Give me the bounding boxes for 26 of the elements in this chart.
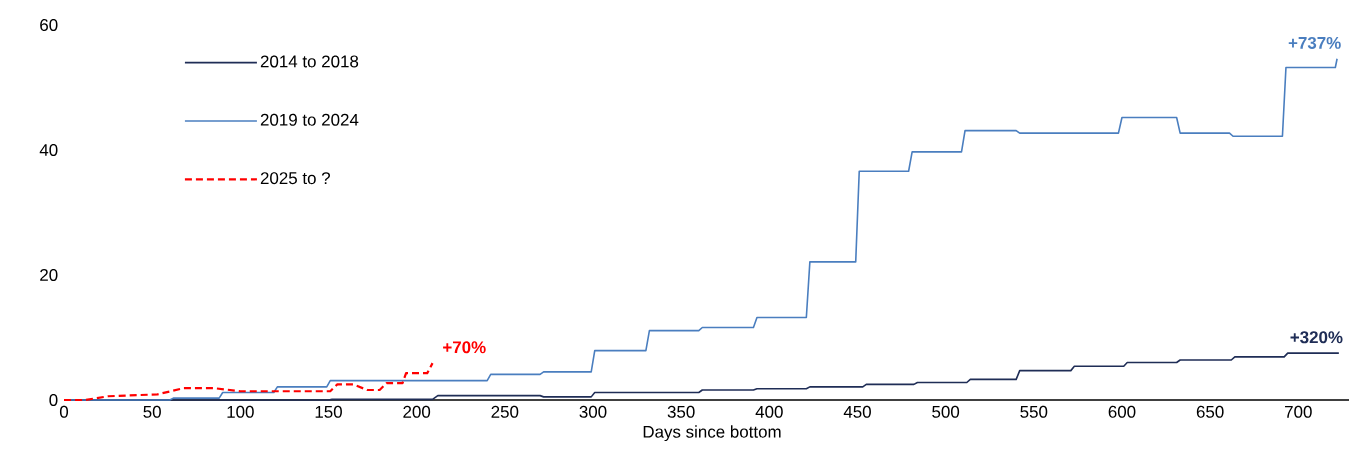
- annotation: +70%: [443, 341, 486, 354]
- annotation: +320%: [1290, 331, 1343, 344]
- legend-label: 2014 to 2018: [260, 55, 359, 68]
- x-tick-label: 300: [579, 405, 607, 418]
- x-tick-label: 600: [1108, 405, 1136, 418]
- x-tick-label: 50: [143, 405, 161, 418]
- x-tick-label: 250: [491, 405, 519, 418]
- x-tick-label: 0: [59, 405, 69, 418]
- y-tick-label: 40: [39, 144, 58, 156]
- x-tick-label: 100: [227, 405, 254, 418]
- x-tick-label: 350: [667, 405, 695, 418]
- x-axis-title: Days since bottom: [643, 425, 781, 442]
- y-tick-label: 0: [49, 394, 58, 406]
- legend-label: 2025 to ?: [260, 172, 330, 185]
- x-tick-label: 200: [403, 405, 431, 418]
- annotation: +737%: [1288, 36, 1341, 49]
- x-tick-label: 150: [315, 405, 342, 418]
- y-tick-label: 60: [40, 19, 58, 31]
- x-tick-label: 500: [932, 405, 960, 418]
- x-tick-label: 700: [1285, 405, 1312, 418]
- x-tick-label: 450: [843, 405, 871, 418]
- x-tick-label: 650: [1196, 405, 1224, 418]
- y-tick-label: 20: [40, 269, 58, 281]
- x-tick-label: 400: [755, 405, 783, 418]
- x-tick-label: 550: [1020, 405, 1048, 418]
- legend-label: 2019 to 2024: [260, 113, 359, 126]
